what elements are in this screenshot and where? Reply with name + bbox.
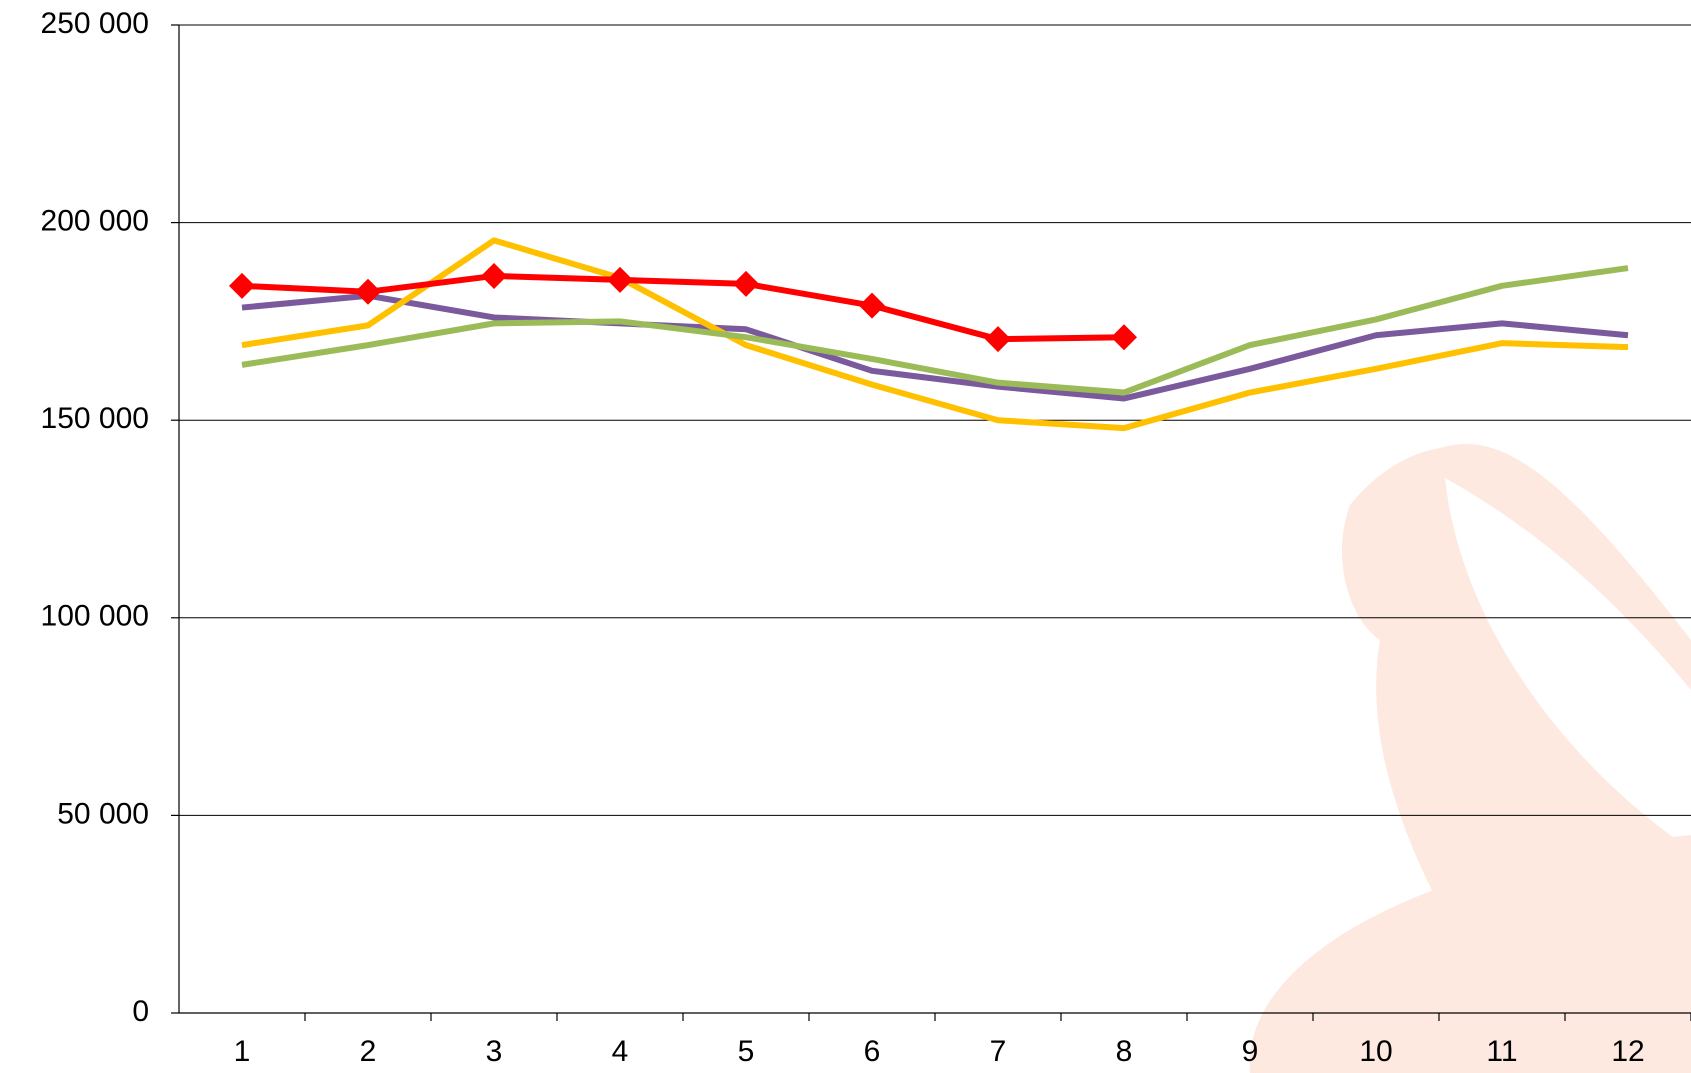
series-line bbox=[241, 272, 1125, 343]
data-point bbox=[859, 292, 885, 319]
y-tick-label: 0 bbox=[132, 995, 149, 1028]
x-tick-label: 4 bbox=[612, 1035, 629, 1068]
data-point bbox=[607, 266, 633, 293]
x-tick-label: 9 bbox=[1242, 1035, 1259, 1068]
x-tick-label: 5 bbox=[738, 1035, 755, 1068]
x-tick-label: 1 bbox=[234, 1035, 251, 1068]
x-tick-label: 6 bbox=[864, 1035, 881, 1068]
y-tick-label: 50 000 bbox=[57, 797, 149, 830]
data-point bbox=[229, 272, 255, 299]
x-tick-label: 3 bbox=[486, 1035, 503, 1068]
x-tick-label: 2 bbox=[360, 1035, 377, 1068]
x-tick-label: 8 bbox=[1116, 1035, 1133, 1068]
data-point bbox=[733, 270, 759, 297]
series-line bbox=[241, 265, 1629, 396]
data-point bbox=[1111, 324, 1137, 351]
y-tick-label: 250 000 bbox=[41, 7, 149, 40]
series-line bbox=[241, 292, 1629, 402]
y-tick-label: 200 000 bbox=[41, 205, 149, 238]
data-point bbox=[985, 326, 1011, 353]
x-tick-label: 11 bbox=[1486, 1035, 1517, 1068]
x-tick-label: 10 bbox=[1359, 1035, 1392, 1068]
series-line bbox=[241, 237, 1629, 432]
y-tick-label: 100 000 bbox=[41, 600, 149, 633]
x-tick-label: 12 bbox=[1611, 1035, 1644, 1068]
x-tick-label: 7 bbox=[990, 1035, 1007, 1068]
data-point bbox=[481, 262, 507, 289]
y-tick-label: 150 000 bbox=[41, 402, 149, 435]
watermark bbox=[1249, 444, 1691, 1073]
data-point bbox=[355, 278, 381, 305]
